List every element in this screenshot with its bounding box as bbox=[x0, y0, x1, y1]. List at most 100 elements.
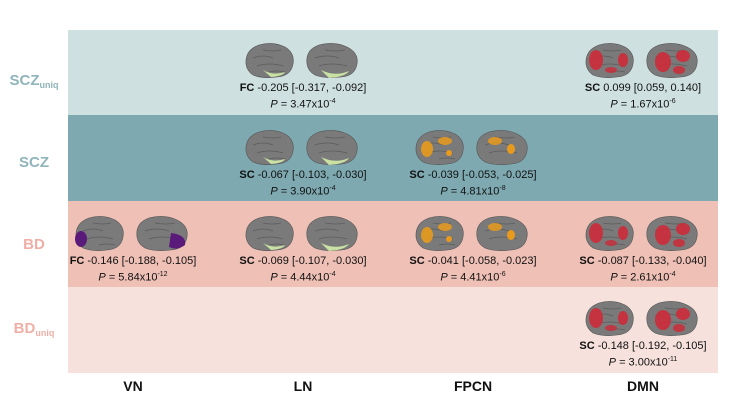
p-value-text: P = 1.67x10-6 bbox=[568, 95, 718, 112]
brain-maps bbox=[228, 213, 378, 253]
p-label: P bbox=[608, 356, 617, 369]
estimate-ci: 0.099 [0.059, 0.140] bbox=[600, 82, 702, 94]
row-label-sub: uniq bbox=[35, 328, 55, 338]
p-value-text: P = 2.61x10-4 bbox=[568, 268, 718, 285]
brain-maps bbox=[58, 213, 208, 253]
p-value-text: P = 3.90x10-4 bbox=[228, 182, 378, 199]
row-label-scz: SCZ bbox=[0, 154, 68, 171]
measure-label: SC bbox=[239, 255, 255, 267]
brain-surface-icon bbox=[585, 301, 698, 336]
column-label-vn: VN bbox=[123, 378, 143, 394]
p-value-text: P = 4.44x10-4 bbox=[228, 268, 378, 285]
p-value: = 3.47x10 bbox=[277, 98, 330, 111]
effect-size-text: SC -0.148 [-0.192, -0.105] bbox=[568, 340, 718, 353]
p-exponent: -6 bbox=[669, 98, 676, 105]
brain-surface-icon bbox=[245, 43, 358, 78]
cell-scz-ln: SC -0.067 [-0.103, -0.030] P = 3.90x10-4 bbox=[228, 127, 378, 199]
p-exponent: -4 bbox=[329, 98, 336, 105]
measure-label: SC bbox=[584, 82, 601, 94]
p-value: = 2.61x10 bbox=[617, 271, 670, 284]
measure-label: SC bbox=[579, 255, 595, 267]
p-exponent: -4 bbox=[669, 271, 676, 278]
estimate-ci: -0.087 [-0.133, -0.040] bbox=[594, 255, 707, 267]
p-value-text: P = 5.84x10-12 bbox=[58, 268, 208, 285]
row-label-text: BD bbox=[23, 236, 45, 253]
measure-label: SC bbox=[239, 169, 255, 181]
p-label: P bbox=[270, 185, 278, 198]
p-exponent: -4 bbox=[329, 185, 336, 192]
cell-scz-uniq-dmn: SC 0.099 [0.059, 0.140] P = 1.67x10-6 bbox=[568, 40, 718, 112]
estimate-ci: -0.069 [-0.107, -0.030] bbox=[254, 255, 367, 267]
brain-maps bbox=[568, 40, 718, 80]
estimate-ci: -0.041 [-0.058, -0.023] bbox=[424, 255, 537, 267]
p-value-text: P = 4.81x10-8 bbox=[398, 182, 548, 199]
cell-scz-uniq-ln: FC -0.205 [-0.317, -0.092] P = 3.47x10-4 bbox=[228, 40, 378, 112]
p-label: P bbox=[610, 98, 618, 111]
p-exponent: -4 bbox=[329, 271, 336, 278]
p-label: P bbox=[98, 271, 106, 284]
effect-size-text: SC -0.041 [-0.058, -0.023] bbox=[398, 255, 548, 268]
cell-bd-dmn: SC -0.087 [-0.133, -0.040] P = 2.61x10-4 bbox=[568, 213, 718, 285]
effect-size-text: FC -0.205 [-0.317, -0.092] bbox=[228, 82, 378, 95]
p-exponent: -12 bbox=[157, 271, 168, 278]
estimate-ci: -0.148 [-0.192, -0.105] bbox=[594, 340, 707, 352]
p-label: P bbox=[440, 185, 448, 198]
brain-surface-icon bbox=[585, 216, 698, 251]
estimate-ci: -0.039 [-0.053, -0.025] bbox=[424, 169, 537, 181]
effect-size-text: SC -0.069 [-0.107, -0.030] bbox=[228, 255, 378, 268]
brain-maps bbox=[398, 213, 548, 253]
estimate-ci: -0.067 [-0.103, -0.030] bbox=[254, 169, 367, 181]
row-label-sub: uniq bbox=[39, 80, 59, 90]
p-label: P bbox=[610, 271, 618, 284]
effect-size-text: SC 0.099 [0.059, 0.140] bbox=[568, 82, 718, 95]
row-band-scz bbox=[68, 115, 718, 201]
row-label-text: SCZ bbox=[19, 154, 49, 171]
brain-maps bbox=[568, 213, 718, 253]
brain-maps bbox=[228, 40, 378, 80]
p-exponent: -8 bbox=[499, 185, 506, 192]
row-label-text: SCZ bbox=[9, 72, 40, 89]
row-label-bd-uniq: BDuniq bbox=[0, 320, 68, 338]
cell-bd-uniq-dmn: SC -0.148 [-0.192, -0.105] P = 3.00x10-11 bbox=[568, 298, 718, 370]
measure-label: FC bbox=[69, 255, 85, 267]
p-exponent: -6 bbox=[499, 271, 506, 278]
measure-label: FC bbox=[239, 82, 255, 94]
effect-size-text: SC -0.067 [-0.103, -0.030] bbox=[228, 169, 378, 182]
brain-surface-icon bbox=[415, 130, 528, 165]
estimate-ci: -0.205 [-0.317, -0.092] bbox=[254, 82, 367, 94]
p-value-text: P = 3.47x10-4 bbox=[228, 95, 378, 112]
p-value: = 5.84x10 bbox=[105, 271, 158, 284]
brain-surface-icon bbox=[245, 216, 358, 251]
p-exponent: -11 bbox=[667, 356, 678, 363]
cell-bd-ln: SC -0.069 [-0.107, -0.030] P = 4.44x10-4 bbox=[228, 213, 378, 285]
brain-maps bbox=[568, 298, 718, 338]
brain-surface-icon bbox=[75, 216, 188, 251]
effect-size-text: SC -0.087 [-0.133, -0.040] bbox=[568, 255, 718, 268]
row-label-text: BD bbox=[13, 320, 36, 337]
measure-label: SC bbox=[409, 169, 425, 181]
effect-size-text: FC -0.146 [-0.188, -0.105] bbox=[58, 255, 208, 268]
brain-maps bbox=[228, 127, 378, 167]
row-label-bd: BD bbox=[0, 236, 68, 253]
p-value: = 1.67x10 bbox=[617, 98, 670, 111]
p-value: = 4.41x10 bbox=[447, 271, 500, 284]
p-label: P bbox=[270, 98, 278, 111]
column-label-ln: LN bbox=[293, 378, 313, 394]
cell-bd-fpcn: SC -0.041 [-0.058, -0.023] P = 4.41x10-6 bbox=[398, 213, 548, 285]
estimate-ci: -0.146 [-0.188, -0.105] bbox=[84, 255, 197, 267]
cell-bd-vn: FC -0.146 [-0.188, -0.105] P = 5.84x10-12 bbox=[58, 213, 208, 285]
row-label-scz-uniq: SCZuniq bbox=[0, 72, 68, 90]
p-label: P bbox=[440, 271, 448, 284]
brain-surface-icon bbox=[415, 216, 528, 251]
effect-size-text: SC -0.039 [-0.053, -0.025] bbox=[398, 169, 548, 182]
measure-label: SC bbox=[579, 340, 595, 352]
column-label-dmn: DMN bbox=[627, 378, 659, 394]
p-value: = 3.00x10 bbox=[616, 356, 668, 369]
brain-surface-icon bbox=[245, 130, 358, 165]
p-label: P bbox=[270, 271, 278, 284]
column-label-fpcn: FPCN bbox=[453, 378, 493, 394]
measure-label: SC bbox=[409, 255, 425, 267]
brain-surface-icon bbox=[585, 43, 698, 78]
p-value: = 3.90x10 bbox=[277, 185, 330, 198]
p-value: = 4.44x10 bbox=[277, 271, 330, 284]
